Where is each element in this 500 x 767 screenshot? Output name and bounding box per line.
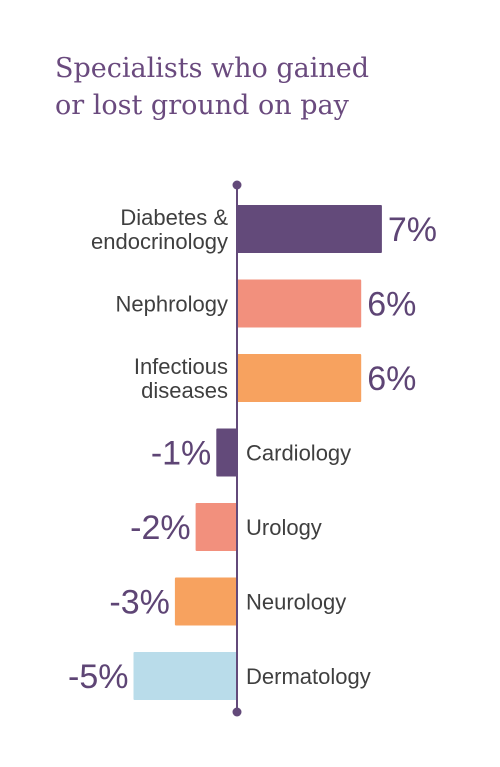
chart-title: Specialists who gained or lost ground on… — [55, 50, 475, 124]
bar — [133, 652, 237, 700]
category-label: Diabetes & endocrinology — [91, 205, 228, 254]
value-label: 6% — [367, 360, 416, 398]
bar — [237, 205, 382, 253]
chart-title-line-2: or lost ground on pay — [55, 90, 349, 121]
category-label-line: Cardiology — [246, 441, 351, 466]
bar — [237, 279, 362, 328]
category-label: Cardiology — [246, 441, 351, 466]
category-label: Urology — [246, 515, 322, 540]
axis-bottom-dot — [232, 707, 242, 717]
category-label: Nephrology — [115, 292, 228, 317]
value-label: -3% — [109, 584, 169, 622]
value-label: -2% — [130, 509, 190, 547]
value-label: -5% — [68, 658, 128, 696]
chart-title-line-1: Specialists who gained — [55, 53, 370, 84]
value-label: 6% — [367, 286, 416, 324]
category-label: Neurology — [246, 590, 346, 615]
category-label-line: endocrinology — [91, 229, 228, 254]
category-label: Dermatology — [246, 664, 371, 689]
axis-top-dot — [232, 180, 242, 190]
category-label-line: Urology — [246, 515, 322, 540]
category-label-line: Neurology — [246, 590, 346, 615]
category-label-line: Nephrology — [115, 292, 228, 317]
category-label: Infectious diseases — [134, 354, 228, 403]
bar — [174, 577, 237, 626]
bar — [195, 503, 237, 551]
value-label: -1% — [151, 435, 211, 473]
bar — [237, 354, 362, 402]
category-label-line: Infectious — [134, 354, 228, 379]
value-label: 7% — [388, 211, 437, 249]
category-label-line: diseases — [141, 378, 228, 403]
category-label-line: Dermatology — [246, 664, 371, 689]
category-label-line: Diabetes & — [120, 205, 228, 230]
bar — [216, 428, 237, 477]
